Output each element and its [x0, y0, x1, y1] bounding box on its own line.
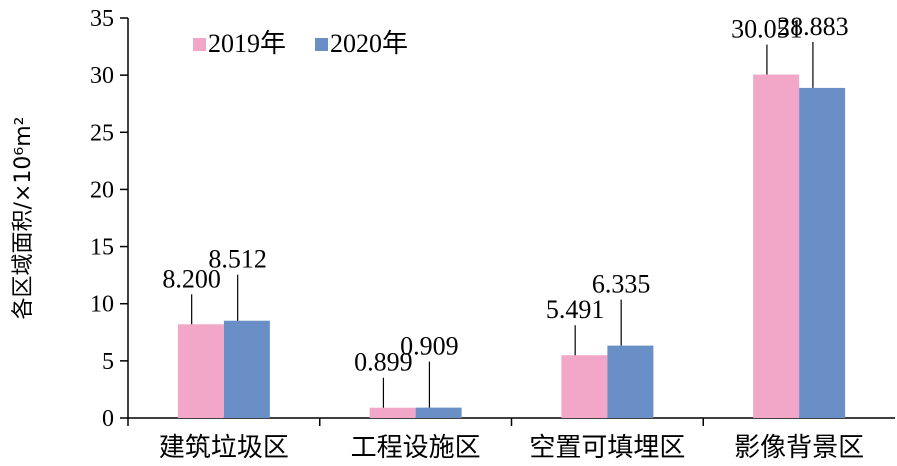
y-tick-label: 5	[102, 349, 114, 375]
bar	[561, 355, 608, 418]
data-label: 8.200	[162, 264, 221, 293]
data-label: 5.491	[546, 295, 605, 324]
bar	[415, 407, 462, 418]
y-tick-label: 0	[102, 406, 114, 432]
bar	[753, 74, 800, 418]
y-tick-label: 10	[90, 292, 114, 318]
axes: 0 5 10 15 20 25 30 35 建筑垃圾区 工程设施区 空置可填埋区 影像背景区	[90, 6, 895, 463]
x-tick-label: 建筑垃圾区	[159, 433, 289, 463]
y-tick-label: 25	[90, 120, 114, 146]
y-axis-label-group: 各区域面积/×10⁶m²	[11, 117, 36, 320]
legend: 2019年 2020年	[193, 29, 408, 58]
bars	[177, 74, 846, 418]
data-label: 6.335	[592, 270, 651, 299]
x-tick-label: 工程设施区	[351, 433, 481, 463]
data-label: 0.899	[354, 348, 413, 377]
data-label: 0.909	[400, 332, 459, 361]
bar	[799, 87, 846, 418]
x-tick-label: 影像背景区	[734, 433, 864, 463]
y-tick-label: 35	[90, 6, 114, 32]
data-label: 30.051	[731, 15, 803, 44]
x-tick-label: 空置可填埋区	[529, 433, 685, 463]
bar	[369, 407, 416, 418]
legend-entry: 2020年	[330, 29, 408, 58]
data-label: 8.512	[208, 245, 267, 274]
legend-entry: 2019年	[208, 29, 286, 58]
legend-swatch	[315, 38, 328, 51]
data-label: 28.883	[777, 12, 849, 41]
bar	[177, 324, 224, 418]
y-axis-label: 各区域面积/×10⁶m²	[11, 117, 36, 320]
y-tick-label: 15	[90, 235, 114, 261]
legend-swatch	[193, 38, 206, 51]
bar	[223, 320, 270, 418]
y-tick-label: 30	[90, 63, 114, 89]
y-tick-label: 20	[90, 177, 114, 203]
bar	[607, 345, 654, 418]
